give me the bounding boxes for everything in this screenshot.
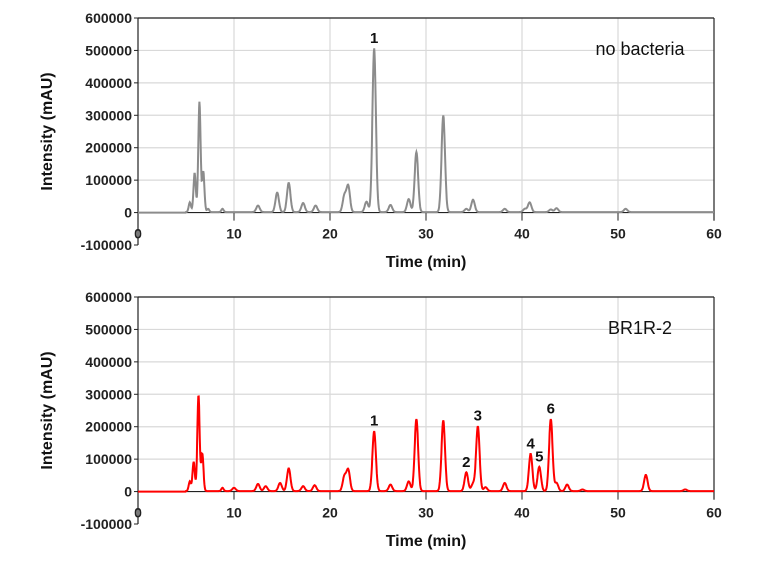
chromatogram-trace [138,48,714,214]
x-tick-label: 50 [610,505,626,521]
x-axis-label: Time (min) [386,254,467,271]
y-tick-label: 200000 [85,419,132,435]
y-tick-label: 200000 [85,140,132,156]
x-tick-label: 10 [226,226,242,242]
peak-label-2: 2 [462,454,470,471]
y-tick-label: 500000 [85,321,132,337]
x-tick-label: 0 [134,505,142,521]
peak-label-4: 4 [526,435,535,452]
x-tick-label: 50 [610,226,626,242]
peak-label-6: 6 [547,401,555,418]
y-tick-label: 500000 [85,42,132,58]
x-tick-label: 40 [514,226,530,242]
chromatogram-trace [138,395,714,493]
y-tick-label: -100000 [81,516,133,532]
y-axis-label: Intensity (mAU) [39,72,56,190]
x-tick-label: 60 [706,226,722,242]
chart-title: no bacteria [595,39,685,59]
x-tick-label: 60 [706,505,722,521]
peak-label-1: 1 [370,413,378,430]
x-tick-label: 20 [322,505,338,521]
x-tick-label: 10 [226,505,242,521]
y-tick-label: 400000 [85,75,132,91]
y-tick-label: 400000 [85,354,132,370]
y-tick-label: 600000 [85,289,132,305]
peak-label-3: 3 [474,408,482,425]
peak-label-1: 1 [370,30,378,47]
x-tick-label: 30 [418,505,434,521]
peak-label-5: 5 [535,448,543,465]
chart-panel-1: -100000010000020000030000040000050000060… [39,10,722,271]
chart-panel-2: -100000010000020000030000040000050000060… [39,289,722,550]
y-tick-label: -100000 [81,237,133,253]
y-tick-label: 600000 [85,10,132,26]
x-tick-label: 40 [514,505,530,521]
y-tick-label: 300000 [85,107,132,123]
y-tick-label: 0 [124,484,132,500]
y-tick-label: 0 [124,205,132,221]
x-tick-label: 0 [134,226,142,242]
y-tick-label: 100000 [85,451,132,467]
x-tick-label: 30 [418,226,434,242]
y-tick-label: 100000 [85,172,132,188]
x-axis-label: Time (min) [386,533,467,550]
x-tick-label: 20 [322,226,338,242]
chart-title: BR1R-2 [608,318,672,338]
y-axis-label: Intensity (mAU) [39,351,56,469]
y-tick-label: 300000 [85,386,132,402]
